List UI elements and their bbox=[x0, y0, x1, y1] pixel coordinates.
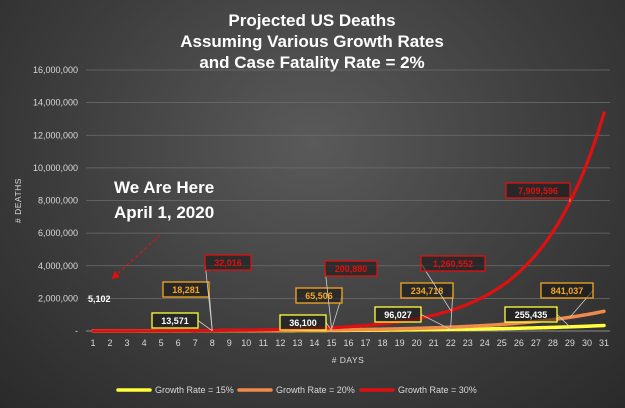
callout-box bbox=[374, 306, 422, 323]
x-tick-label: 7 bbox=[193, 338, 198, 348]
y-tick-label: 10,000,000 bbox=[33, 163, 78, 173]
legend: Growth Rate = 15% Growth Rate = 20% Growth… bbox=[116, 385, 477, 395]
x-tick-label: 19 bbox=[395, 338, 405, 348]
x-tick-label: 1 bbox=[90, 338, 95, 348]
x-tick-label: 9 bbox=[227, 338, 232, 348]
chart-title: Projected US Deaths Assuming Various Grow… bbox=[180, 11, 444, 72]
x-tick-label: 21 bbox=[429, 338, 439, 348]
x-tick-label: 26 bbox=[514, 338, 524, 348]
callout-leader bbox=[197, 320, 213, 332]
y-tick-label: 12,000,000 bbox=[33, 130, 78, 140]
x-tick-label: 30 bbox=[582, 338, 592, 348]
x-tick-label: 29 bbox=[565, 338, 575, 348]
callout-box bbox=[420, 255, 486, 272]
x-tick-label: 23 bbox=[463, 338, 473, 348]
x-tick-label: 15 bbox=[326, 338, 336, 348]
callout-label: 36,100 bbox=[289, 318, 317, 328]
callout-leader bbox=[324, 268, 332, 328]
callout-label: 234,718 bbox=[411, 286, 444, 296]
callout-label: 1,260,552 bbox=[433, 259, 473, 269]
callout-leader bbox=[204, 262, 213, 331]
x-tick-label: 4 bbox=[142, 338, 147, 348]
x-tick-label: 31 bbox=[599, 338, 609, 348]
title-line: and Case Fatality Rate = 2% bbox=[199, 53, 424, 72]
title-line: Assuming Various Growth Rates bbox=[180, 32, 444, 51]
x-tick-label: 12 bbox=[275, 338, 285, 348]
y-tick-label: 6,000,000 bbox=[38, 228, 78, 238]
y-axis: - 2,000,000 4,000,000 6,000,000 8,000,000 10,… bbox=[13, 65, 78, 336]
callout-label: 13,571 bbox=[161, 316, 189, 326]
x-tick-label: 18 bbox=[378, 338, 388, 348]
legend-label: Growth Rate = 15% bbox=[155, 385, 234, 395]
callout-label: 255,435 bbox=[515, 310, 548, 320]
legend-label: Growth Rate = 20% bbox=[276, 385, 355, 395]
series-line bbox=[91, 111, 606, 333]
x-tick-label: 22 bbox=[446, 338, 456, 348]
callout-label: 841,037 bbox=[551, 286, 584, 296]
legend-label: Growth Rate = 30% bbox=[398, 385, 477, 395]
x-axis-title: # DAYS bbox=[332, 355, 365, 365]
callout-leader bbox=[556, 314, 571, 328]
callout-box bbox=[295, 287, 343, 304]
x-tick-label: 11 bbox=[259, 338, 268, 348]
y-tick-label: - bbox=[75, 326, 78, 336]
annotation-text: We Are Here bbox=[114, 178, 214, 197]
callout-label: 7,909,596 bbox=[518, 186, 558, 196]
callout-box bbox=[204, 254, 252, 271]
start-value-label: 5,102 bbox=[88, 294, 111, 304]
y-tick-label: 8,000,000 bbox=[38, 196, 78, 206]
x-tick-label: 13 bbox=[292, 338, 302, 348]
callout-label: 65,506 bbox=[305, 291, 333, 301]
series-lines bbox=[91, 111, 606, 333]
callout-label: 32,016 bbox=[214, 258, 242, 268]
x-tick-label: 20 bbox=[412, 338, 422, 348]
annotation-text: April 1, 2020 bbox=[114, 203, 214, 222]
callout-box bbox=[279, 314, 327, 331]
x-tick-label: 6 bbox=[176, 338, 181, 348]
x-tick-label: 14 bbox=[309, 338, 319, 348]
x-tick-label: 25 bbox=[497, 338, 507, 348]
y-tick-label: 2,000,000 bbox=[38, 293, 78, 303]
gridlines bbox=[86, 69, 610, 299]
callout-box bbox=[324, 260, 378, 277]
x-axis: 1 2 3 4 5 6 7 8 9 10 11 12 13 14 15 16 17 18 19 20 21 22 23 24 2… bbox=[86, 330, 610, 365]
title-line: Projected US Deaths bbox=[228, 11, 395, 30]
x-tick-label: 16 bbox=[343, 338, 353, 348]
callout-box bbox=[540, 282, 594, 299]
callout-box bbox=[162, 281, 210, 298]
callout-label: 18,281 bbox=[172, 285, 200, 295]
y-tick-label: 4,000,000 bbox=[38, 261, 78, 271]
callout-box bbox=[505, 182, 571, 199]
x-tick-label: 5 bbox=[159, 338, 164, 348]
callout-leader bbox=[420, 314, 451, 330]
x-tick-label: 2 bbox=[108, 338, 113, 348]
callout-leader bbox=[325, 322, 332, 331]
x-tick-label: 24 bbox=[480, 338, 490, 348]
y-tick-label: 14,000,000 bbox=[33, 98, 78, 108]
x-tick-label: 27 bbox=[531, 338, 541, 348]
callout-box bbox=[504, 306, 558, 323]
y-axis-title: # DEATHS bbox=[13, 178, 23, 223]
annotation-arrow bbox=[111, 234, 161, 280]
annotations: 5,102 We Are Here April 1, 2020 13,571 18,28… bbox=[88, 178, 594, 332]
callout-label: 200,880 bbox=[335, 264, 368, 274]
y-tick-label: 16,000,000 bbox=[33, 65, 78, 75]
x-tick-label: 28 bbox=[548, 338, 558, 348]
x-tick-label: 8 bbox=[210, 338, 215, 348]
x-tick-label: 10 bbox=[241, 338, 251, 348]
x-tick-label: 17 bbox=[361, 338, 371, 348]
x-tick-label: 3 bbox=[125, 338, 130, 348]
callout-box bbox=[151, 312, 199, 329]
callout-label: 96,027 bbox=[384, 310, 412, 320]
